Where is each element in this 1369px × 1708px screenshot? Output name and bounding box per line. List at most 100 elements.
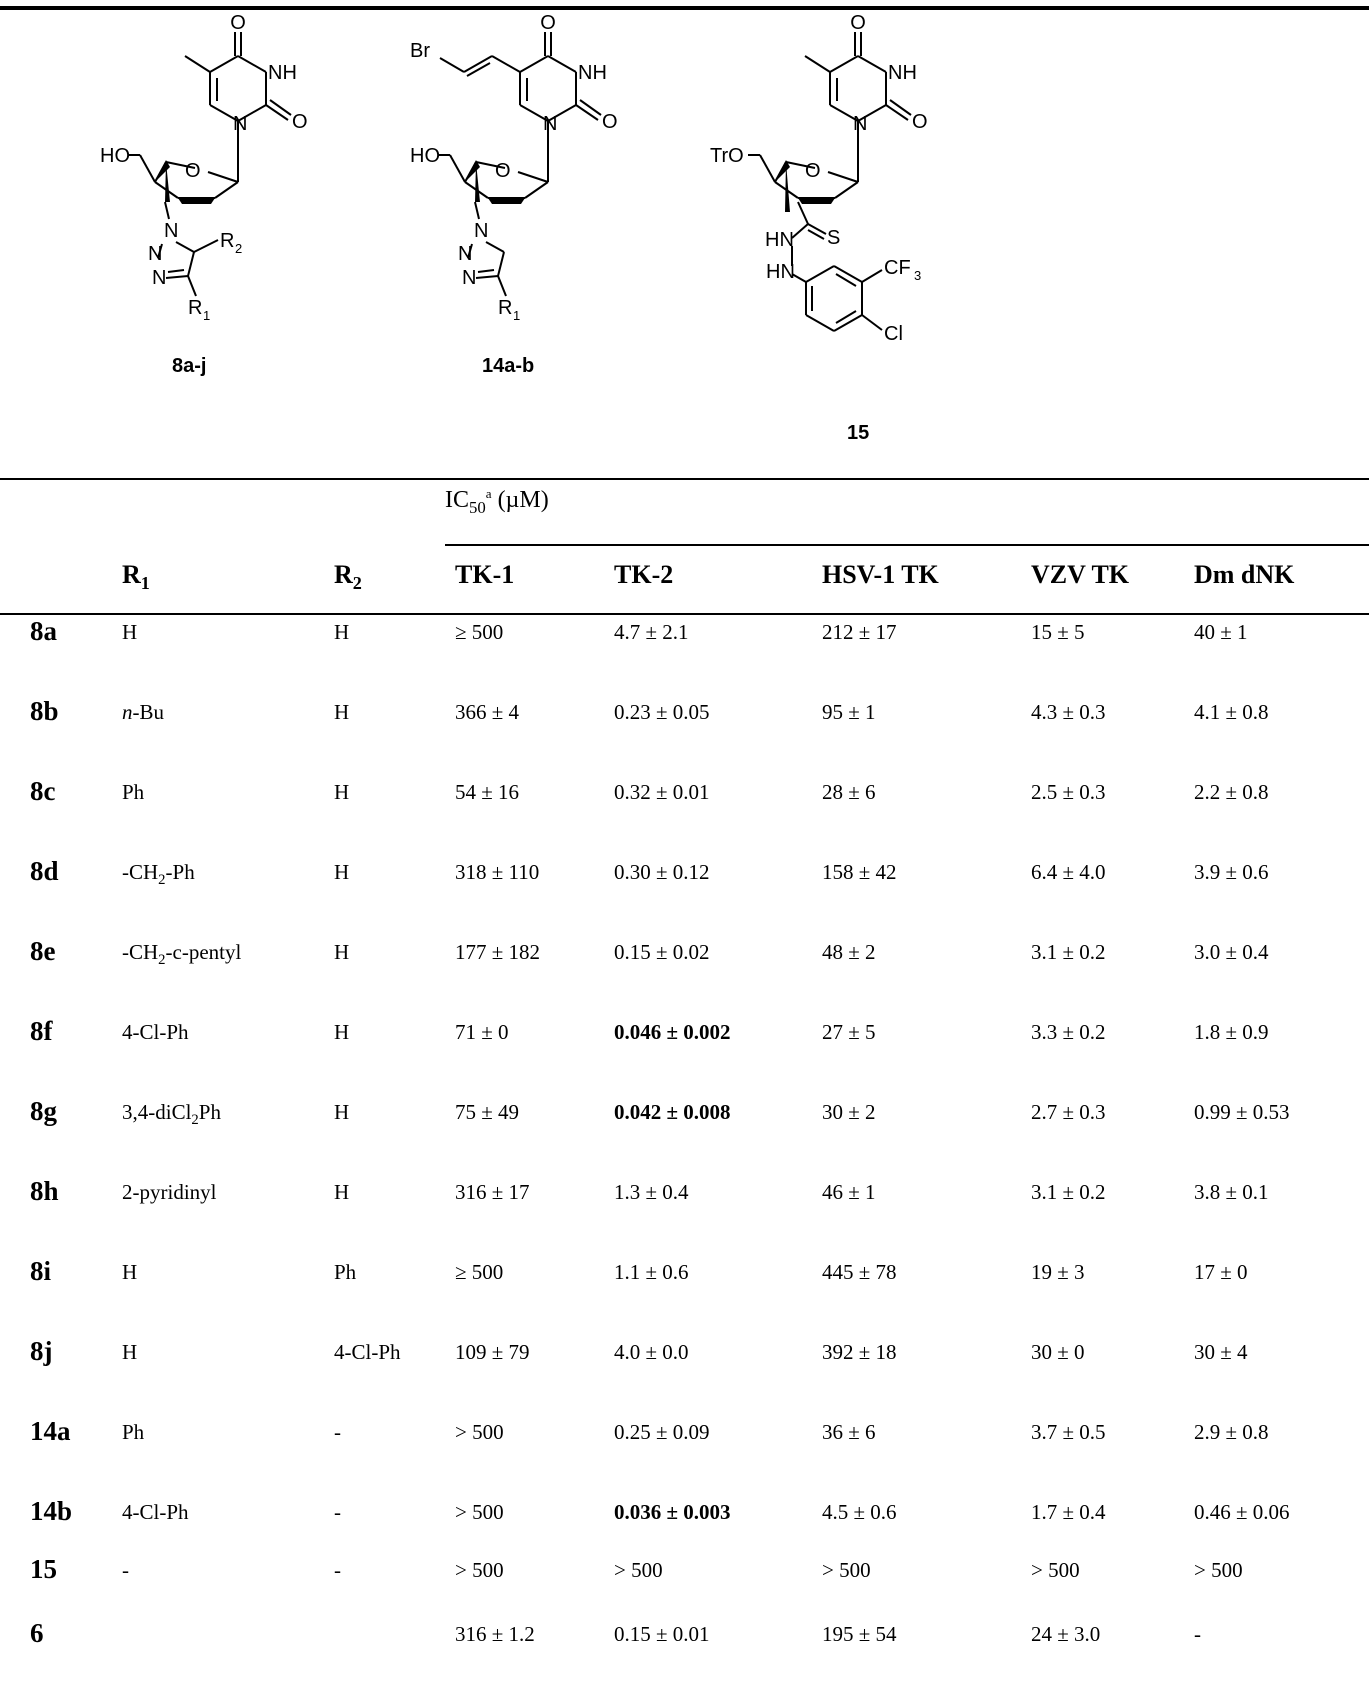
svg-text:S: S xyxy=(827,227,840,249)
r2-cell: - xyxy=(334,1420,341,1444)
header-tk1: TK-1 xyxy=(455,560,515,589)
table-row: 8i H Ph ≥ 500 1.1 ± 0.6 445 ± 78 19 ± 3 17 ± 0 xyxy=(0,1256,1369,1300)
vzv-tk-cell: 3.3 ± 0.2 xyxy=(1031,1020,1106,1044)
hsv1-tk-cell: 48 ± 2 xyxy=(822,940,876,964)
r1-cell: H xyxy=(122,1260,137,1285)
r2-cell: H xyxy=(334,940,350,964)
r2-cell: - xyxy=(334,1558,341,1582)
compound-id: 8a xyxy=(30,616,57,646)
svg-text:Br: Br xyxy=(410,40,430,62)
ic50-header: IC50a (µM) xyxy=(445,486,549,518)
hsv1-tk-cell: 158 ± 42 xyxy=(822,860,897,884)
r2-cell: H xyxy=(334,780,350,804)
structure-15: O NH N O TrO O HN S HN CF 3 Cl xyxy=(710,12,928,345)
svg-text:1: 1 xyxy=(513,308,520,323)
compound-id: 8e xyxy=(30,936,56,966)
r1-sub: 2 xyxy=(191,1112,199,1129)
svg-text:3: 3 xyxy=(914,268,921,283)
tk2-cell: 1.3 ± 0.4 xyxy=(614,1180,689,1204)
tk2-cell: 0.30 ± 0.12 xyxy=(614,860,710,884)
dm-dnk-cell: 0.46 ± 0.06 xyxy=(1194,1500,1290,1524)
r1-text: 3,4-diCl xyxy=(122,1100,192,1124)
r1-cell: H xyxy=(122,1340,137,1365)
ic50-footnote: a xyxy=(485,486,492,501)
vzv-tk-cell: 1.7 ± 0.4 xyxy=(1031,1500,1106,1524)
header-r2: R2 xyxy=(334,560,362,594)
r1-text: 2-pyridinyl xyxy=(122,1180,217,1204)
r1-sub: 2 xyxy=(158,952,166,969)
tk2-cell: 0.15 ± 0.02 xyxy=(614,940,710,964)
tk2-cell: 4.0 ± 0.0 xyxy=(614,1340,689,1364)
r1-tail: -c-pentyl xyxy=(165,940,242,964)
hsv1-tk-cell: 4.5 ± 0.6 xyxy=(822,1500,897,1524)
r1-text: H xyxy=(122,620,138,644)
svg-text:Cl: Cl xyxy=(884,323,903,345)
r1-text: H xyxy=(122,1260,138,1284)
compound-id: 8b xyxy=(30,696,59,726)
hsv1-tk-cell: 445 ± 78 xyxy=(822,1260,897,1284)
table-row: 8f 4-Cl-Ph H 71 ± 0 0.046 ± 0.002 27 ± 5 3.3 ±… xyxy=(0,1016,1369,1060)
tk2-cell: 1.1 ± 0.6 xyxy=(614,1260,689,1284)
compound-id: 14a xyxy=(30,1416,71,1446)
svg-text:N: N xyxy=(543,113,557,135)
svg-text:N: N xyxy=(458,243,472,265)
tk1-cell: ≥ 500 xyxy=(455,620,504,644)
svg-text:NH: NH xyxy=(888,62,917,84)
r2-cell: Ph xyxy=(334,1260,357,1284)
r1-cell: Ph xyxy=(122,1420,144,1445)
vzv-tk-cell: 6.4 ± 4.0 xyxy=(1031,860,1106,884)
svg-text:R: R xyxy=(188,297,202,319)
compound-id: 8f xyxy=(30,1016,53,1046)
r2-cell: H xyxy=(334,1180,350,1204)
dm-dnk-cell: 3.9 ± 0.6 xyxy=(1194,860,1269,884)
tk2-cell: 0.042 ± 0.008 xyxy=(614,1100,731,1124)
svg-text:O: O xyxy=(185,160,201,182)
vzv-tk-cell: 19 ± 3 xyxy=(1031,1260,1085,1284)
dm-dnk-cell: 30 ± 4 xyxy=(1194,1340,1248,1364)
tk1-cell: 109 ± 79 xyxy=(455,1340,530,1364)
ic50-underline xyxy=(445,544,1369,546)
r1-text: 4-Cl-Ph xyxy=(122,1500,189,1524)
vzv-tk-cell: 2.7 ± 0.3 xyxy=(1031,1100,1106,1124)
r2-cell: H xyxy=(334,1020,350,1044)
dm-dnk-cell: 1.8 ± 0.9 xyxy=(1194,1020,1269,1044)
tk1-cell: 316 ± 17 xyxy=(455,1180,530,1204)
header-hsv1-tk: HSV-1 TK xyxy=(822,560,939,589)
svg-text:O: O xyxy=(540,12,556,34)
vzv-tk-cell: 24 ± 3.0 xyxy=(1031,1622,1101,1646)
vzv-tk-cell: > 500 xyxy=(1031,1558,1080,1582)
r2-cell: H xyxy=(334,620,350,644)
table-row: 8b n-Bu H 366 ± 4 0.23 ± 0.05 95 ± 1 4.3 ± 0.3… xyxy=(0,696,1369,740)
table-rule-top xyxy=(0,478,1369,480)
svg-text:N: N xyxy=(164,220,178,242)
svg-text:N: N xyxy=(148,243,162,265)
svg-text:O: O xyxy=(230,12,246,34)
r1-cell: n-Bu xyxy=(122,700,164,725)
svg-text:N: N xyxy=(152,267,166,289)
compound-id: 6 xyxy=(30,1618,44,1648)
svg-text:HN: HN xyxy=(765,229,794,251)
tk1-cell: 75 ± 49 xyxy=(455,1100,520,1124)
r1-text: 4-Cl-Ph xyxy=(122,1020,189,1044)
vzv-tk-cell: 3.1 ± 0.2 xyxy=(1031,940,1106,964)
table-row: 14b 4-Cl-Ph - > 500 0.036 ± 0.003 4.5 ± 0.6 1.… xyxy=(0,1496,1369,1540)
ic50-sub: 50 xyxy=(469,497,486,517)
r1-sub: 1 xyxy=(140,573,150,594)
header-r1: R1 xyxy=(122,560,150,594)
r2-sub: 2 xyxy=(352,573,362,594)
r1-label: R xyxy=(122,560,141,589)
r1-tail: -Ph xyxy=(165,860,195,884)
svg-text:O: O xyxy=(805,160,821,182)
r2-cell: - xyxy=(334,1500,341,1524)
tk1-cell: 318 ± 110 xyxy=(455,860,540,884)
svg-text:O: O xyxy=(602,111,618,133)
svg-text:O: O xyxy=(495,160,511,182)
r1-cell: 4-Cl-Ph xyxy=(122,1020,189,1045)
table-row: 8a H H ≥ 500 4.7 ± 2.1 212 ± 17 15 ± 5 40 ± 1 xyxy=(0,616,1369,660)
svg-text:N: N xyxy=(462,267,476,289)
tk1-cell: > 500 xyxy=(455,1558,504,1582)
r1-cell: H xyxy=(122,620,137,645)
hsv1-tk-cell: 28 ± 6 xyxy=(822,780,876,804)
svg-text:R: R xyxy=(220,230,234,252)
tk2-cell: 0.15 ± 0.01 xyxy=(614,1622,710,1646)
